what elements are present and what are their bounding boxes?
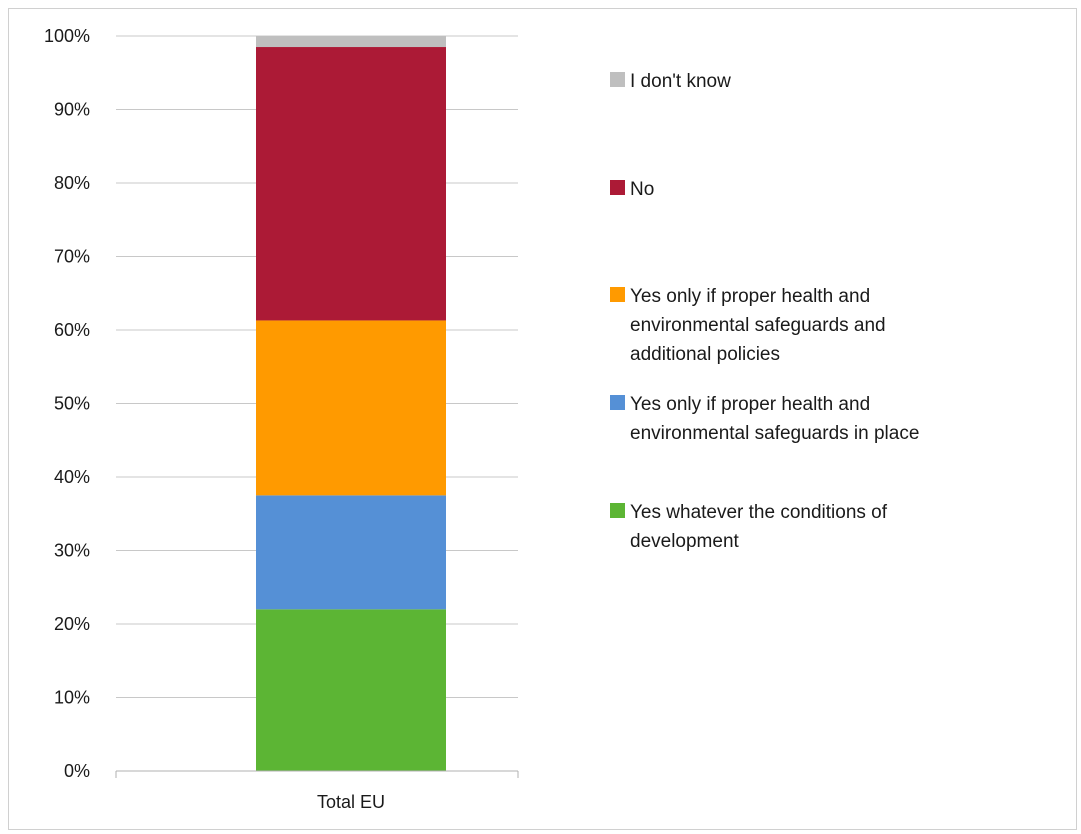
legend-label: Yes only if proper health and (630, 286, 870, 307)
y-tick-label: 80% (54, 173, 90, 193)
legend-label: additional policies (630, 344, 780, 365)
bar-segment (256, 36, 446, 48)
legend-label: environmental safeguards and (630, 315, 886, 336)
bar-segments (256, 36, 446, 771)
y-tick-label: 20% (54, 614, 90, 634)
chart-frame (8, 8, 1077, 830)
legend-label: No (630, 179, 654, 200)
y-tick-label: 70% (54, 247, 90, 267)
x-tick-label: Total EU (317, 792, 385, 812)
y-tick-label: 90% (54, 100, 90, 120)
y-tick-label: 40% (54, 467, 90, 487)
bar-segment (256, 495, 446, 610)
legend-swatch (610, 287, 625, 302)
legend-swatch (610, 72, 625, 87)
legend: I don't know No Yes only if proper health … (610, 71, 919, 552)
legend-label: I don't know (630, 71, 731, 92)
legend-swatch (610, 503, 625, 518)
x-axis-tick-labels: Total EU (317, 792, 385, 812)
y-tick-label: 10% (54, 688, 90, 708)
legend-label: development (630, 531, 740, 552)
y-tick-label: 60% (54, 320, 90, 340)
y-axis-tick-labels: 0% 10% 20% 30% 40% 50% 60% 70% 80% 90% 100% (44, 26, 90, 781)
legend-label: Yes whatever the conditions of (630, 502, 888, 523)
bar-segment (256, 609, 446, 771)
y-tick-label: 0% (64, 761, 90, 781)
legend-label: Yes only if proper health and (630, 394, 870, 415)
x-axis (115, 770, 519, 778)
legend-swatch (610, 395, 625, 410)
y-tick-label: 100% (44, 26, 90, 46)
legend-label: environmental safeguards in place (630, 423, 919, 444)
bar-segment (256, 320, 446, 496)
y-tick-label: 50% (54, 394, 90, 414)
bar-segment (256, 47, 446, 321)
legend-swatch (610, 180, 625, 195)
y-tick-label: 30% (54, 541, 90, 561)
